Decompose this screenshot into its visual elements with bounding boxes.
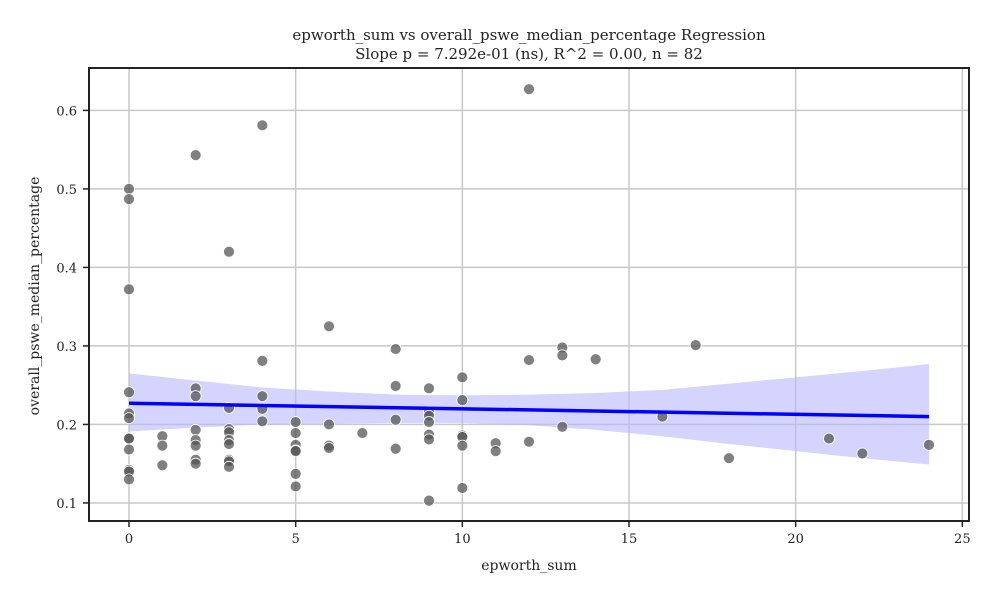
data-point: [123, 386, 135, 399]
y-tick-label: 0.3: [56, 340, 77, 355]
data-point: [156, 439, 169, 452]
data-point: [289, 480, 302, 493]
data-point: [123, 412, 135, 425]
scatter-points: [123, 83, 935, 507]
data-point: [156, 459, 169, 472]
data-point: [389, 380, 402, 392]
x-tick-label: 15: [621, 532, 638, 547]
data-point: [356, 427, 369, 439]
plot-frame: [88, 67, 970, 522]
y-tick-label: 0.1: [56, 497, 77, 512]
confidence-band: [129, 363, 929, 465]
data-point: [489, 445, 502, 458]
data-point: [723, 452, 735, 465]
data-point: [389, 343, 402, 355]
x-tick-label: 25: [954, 532, 971, 547]
data-point: [556, 420, 569, 433]
y-tick-label: 0.6: [56, 104, 77, 119]
data-point: [456, 371, 469, 384]
data-point: [856, 447, 869, 460]
grid-lines: [89, 68, 969, 521]
confidence-band-layer: [129, 363, 929, 465]
x-tick-label: 0: [125, 532, 133, 547]
data-point: [123, 183, 135, 195]
data-point: [289, 427, 302, 439]
data-point: [256, 119, 269, 132]
y-axis-label: overall_pswe_median_percentage: [27, 177, 43, 416]
data-point: [389, 413, 402, 426]
data-point: [423, 382, 435, 395]
data-point: [323, 320, 335, 333]
data-point: [389, 442, 402, 455]
y-axis-ticks: 0.1 0.2 0.3 0.4 0.5 0.6: [56, 104, 89, 512]
data-point: [289, 416, 302, 428]
regression-line: [128, 401, 930, 419]
data-point: [456, 482, 469, 494]
data-point: [323, 442, 335, 454]
x-tick-label: 20: [787, 532, 804, 547]
data-point: [289, 467, 302, 480]
data-point: [523, 354, 535, 366]
regression-line-layer: [128, 401, 930, 419]
data-point: [223, 245, 235, 258]
data-point: [256, 390, 269, 403]
data-point: [256, 354, 269, 367]
x-tick-label: 10: [454, 532, 471, 547]
data-point: [456, 439, 469, 452]
data-point: [223, 438, 235, 450]
data-point: [423, 494, 435, 507]
data-point: [189, 439, 202, 452]
y-tick-label: 0.4: [56, 261, 77, 276]
data-point: [189, 424, 202, 436]
data-point: [423, 433, 435, 446]
data-point: [556, 349, 569, 362]
data-point: [589, 353, 602, 366]
x-axis-ticks: 0 5 10 15 20 25: [125, 521, 971, 547]
data-point: [456, 394, 469, 406]
data-point: [189, 149, 202, 162]
data-point: [123, 473, 135, 486]
data-point: [123, 432, 135, 445]
data-point: [256, 415, 269, 428]
data-point: [423, 416, 435, 428]
data-point: [689, 339, 702, 352]
data-point: [123, 193, 135, 206]
data-point: [323, 418, 335, 431]
data-point: [189, 390, 202, 403]
chart-subtitle: Slope p = 7.292e-01 (ns), R^2 = 0.00, n …: [355, 45, 703, 63]
data-point: [223, 460, 235, 473]
data-point: [523, 83, 535, 96]
data-point: [289, 445, 302, 458]
x-tick-label: 5: [292, 532, 300, 547]
data-point: [923, 438, 935, 451]
x-axis-label: epworth_sum: [481, 558, 576, 574]
data-point: [189, 457, 202, 470]
y-tick-label: 0.5: [56, 183, 77, 198]
data-point: [823, 432, 835, 445]
data-point: [523, 435, 535, 448]
data-point: [123, 283, 135, 296]
data-point: [123, 443, 135, 456]
chart-title: epworth_sum vs overall_pswe_median_perce…: [292, 26, 766, 44]
y-tick-label: 0.2: [56, 418, 77, 433]
